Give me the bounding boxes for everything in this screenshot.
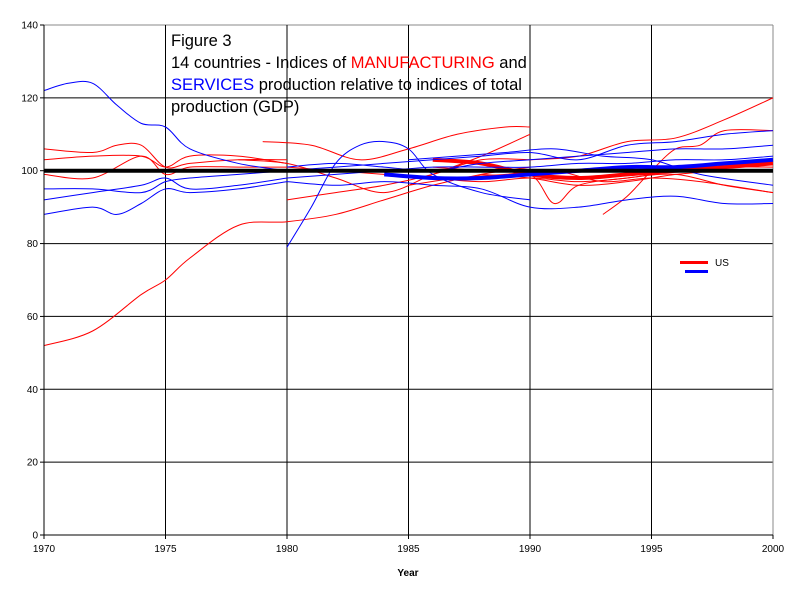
series-line-services-g	[286, 130, 774, 172]
x-tick-label: 2000	[762, 544, 785, 555]
series-line-services-c	[43, 177, 288, 201]
series-line-services-a	[43, 80, 288, 172]
series-line-manufacturing-c	[43, 154, 288, 168]
title-text: production relative to indices of total	[254, 76, 522, 94]
x-tick-label: 1990	[519, 544, 542, 555]
title-line-1: Figure 3	[171, 32, 232, 50]
y-tick-labels: 0 20 40 60 80 100 120 140	[21, 21, 44, 542]
title-text: and	[494, 54, 527, 72]
title-manufacturing: MANUFACTURING	[350, 54, 495, 72]
x-axis-title: Year	[397, 568, 418, 579]
y-tick-label: 120	[21, 93, 38, 104]
legend: US	[680, 256, 740, 280]
title-text: 14 countries - Indices of	[171, 54, 351, 72]
y-tick-label: 80	[27, 239, 39, 250]
x-tick-label: 1985	[397, 544, 420, 555]
series-line-manufacturing-a	[43, 166, 531, 347]
series-line-services-h	[286, 144, 774, 172]
title-line-3: SERVICES production relative to indices …	[171, 74, 527, 96]
y-tick-label: 40	[27, 385, 39, 396]
series-line-services-i	[408, 148, 774, 186]
title-services: SERVICES	[171, 76, 255, 94]
series-line-manufacturing-e	[286, 158, 531, 201]
series-line-manufacturing-d	[43, 155, 287, 180]
legend-label-us: US	[715, 258, 729, 269]
legend-swatch-services	[685, 270, 708, 273]
chart-title: Figure 3 14 countries - Indices of MANUF…	[171, 30, 527, 118]
y-tick-label: 140	[21, 21, 38, 32]
x-tick-label: 1995	[640, 544, 663, 555]
series-line-manufacturing-us	[432, 157, 774, 181]
series-line-services-e	[286, 140, 531, 248]
series-line-services-d	[43, 181, 288, 215]
series-line-services-b	[43, 170, 288, 194]
legend-swatch-manufacturing	[680, 261, 708, 264]
x-tick-label: 1980	[276, 544, 299, 555]
title-line-4: production (GDP)	[171, 98, 300, 116]
y-tick-label: 60	[27, 312, 39, 323]
title-line-2: 14 countries - Indices of MANUFACTURING …	[171, 52, 527, 74]
y-tick-label: 0	[32, 531, 38, 542]
series-line-manufacturing-b	[43, 142, 288, 169]
x-tick-labels: 1970 1975 1980 1985 1990 1995 2000	[33, 535, 785, 555]
y-tick-label: 100	[21, 166, 38, 177]
y-tick-label: 20	[27, 458, 39, 469]
series-line-services-f	[286, 181, 774, 210]
x-tick-label: 1975	[154, 544, 177, 555]
x-tick-label: 1970	[33, 544, 56, 555]
